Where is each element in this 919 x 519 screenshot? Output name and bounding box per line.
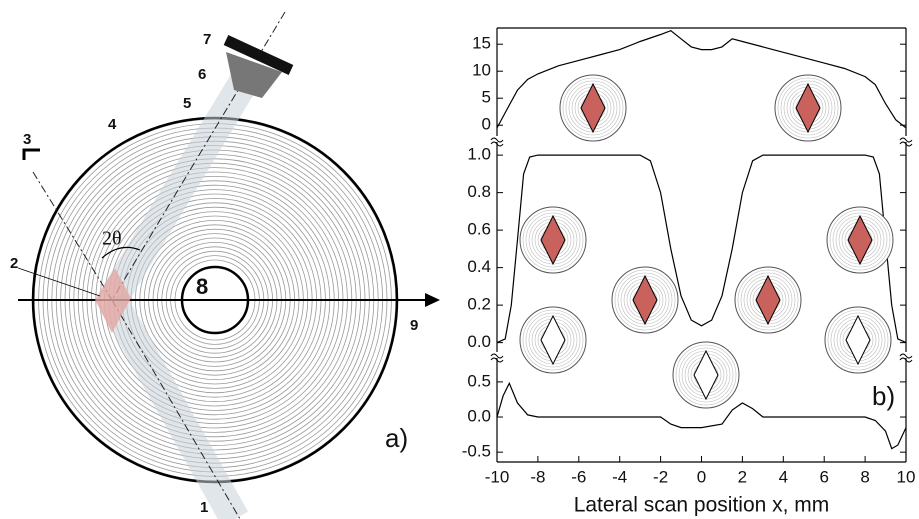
inset — [825, 307, 891, 373]
y-tick-label: 0.0 — [467, 332, 491, 351]
y-tick-label: 0.8 — [467, 182, 491, 201]
panel-label: a) — [385, 423, 408, 453]
x-tick-label: -10 — [485, 467, 510, 486]
slit — [24, 150, 40, 160]
x-tick-label: -6 — [571, 467, 586, 486]
x-tick-label: 10 — [897, 467, 916, 486]
label: 5 — [183, 95, 191, 112]
y-tick-label: 0.2 — [467, 295, 491, 314]
inset — [612, 267, 678, 333]
x-tick-label: 6 — [819, 467, 828, 486]
label: 7 — [203, 31, 211, 48]
inset — [735, 267, 801, 333]
inset — [775, 75, 841, 141]
inset — [673, 342, 739, 408]
y-tick-label: 0.0 — [467, 407, 491, 426]
inset — [827, 207, 893, 273]
y-tick-label: 10 — [472, 61, 491, 80]
label: 1 — [200, 499, 208, 516]
x-tick-label: 0 — [697, 467, 706, 486]
x-tick-label: 8 — [860, 467, 869, 486]
label: 6 — [198, 66, 206, 83]
label: 2 — [10, 255, 18, 272]
y-tick-label: 0.5 — [467, 371, 491, 390]
x-tick-label: -4 — [612, 467, 627, 486]
y-tick-label: 0 — [482, 115, 491, 134]
label: 4 — [108, 116, 117, 133]
inset — [520, 207, 586, 273]
y-tick-label: 1.0 — [467, 145, 491, 164]
panel-label: b) — [872, 381, 895, 411]
y-tick-label: 5 — [482, 88, 491, 107]
x-axis-label: Lateral scan position x, mm — [574, 494, 830, 517]
data-line — [497, 31, 906, 128]
angle-label: 2θ — [102, 228, 122, 250]
axis-arrow — [425, 293, 440, 307]
x-tick-label: -8 — [530, 467, 545, 486]
y-tick-label: -0.5 — [462, 442, 491, 461]
figure: 1 2 3 4 5 6 7 8 9 2θ a) 0 5 10 15 0.0 0.2 0.4 0… — [0, 0, 919, 519]
label: 9 — [410, 317, 418, 334]
x-tick-label: -2 — [653, 467, 668, 486]
label: 8 — [196, 274, 208, 299]
y-tick-label: 0.6 — [467, 220, 491, 239]
label: 3 — [23, 131, 31, 148]
y-tick-label: 15 — [472, 34, 491, 53]
x-tick-label: 2 — [738, 467, 747, 486]
x-tick-label: 4 — [779, 467, 788, 486]
inset — [520, 307, 586, 373]
y-tick-label: 0.4 — [467, 257, 491, 276]
inset — [560, 75, 626, 141]
